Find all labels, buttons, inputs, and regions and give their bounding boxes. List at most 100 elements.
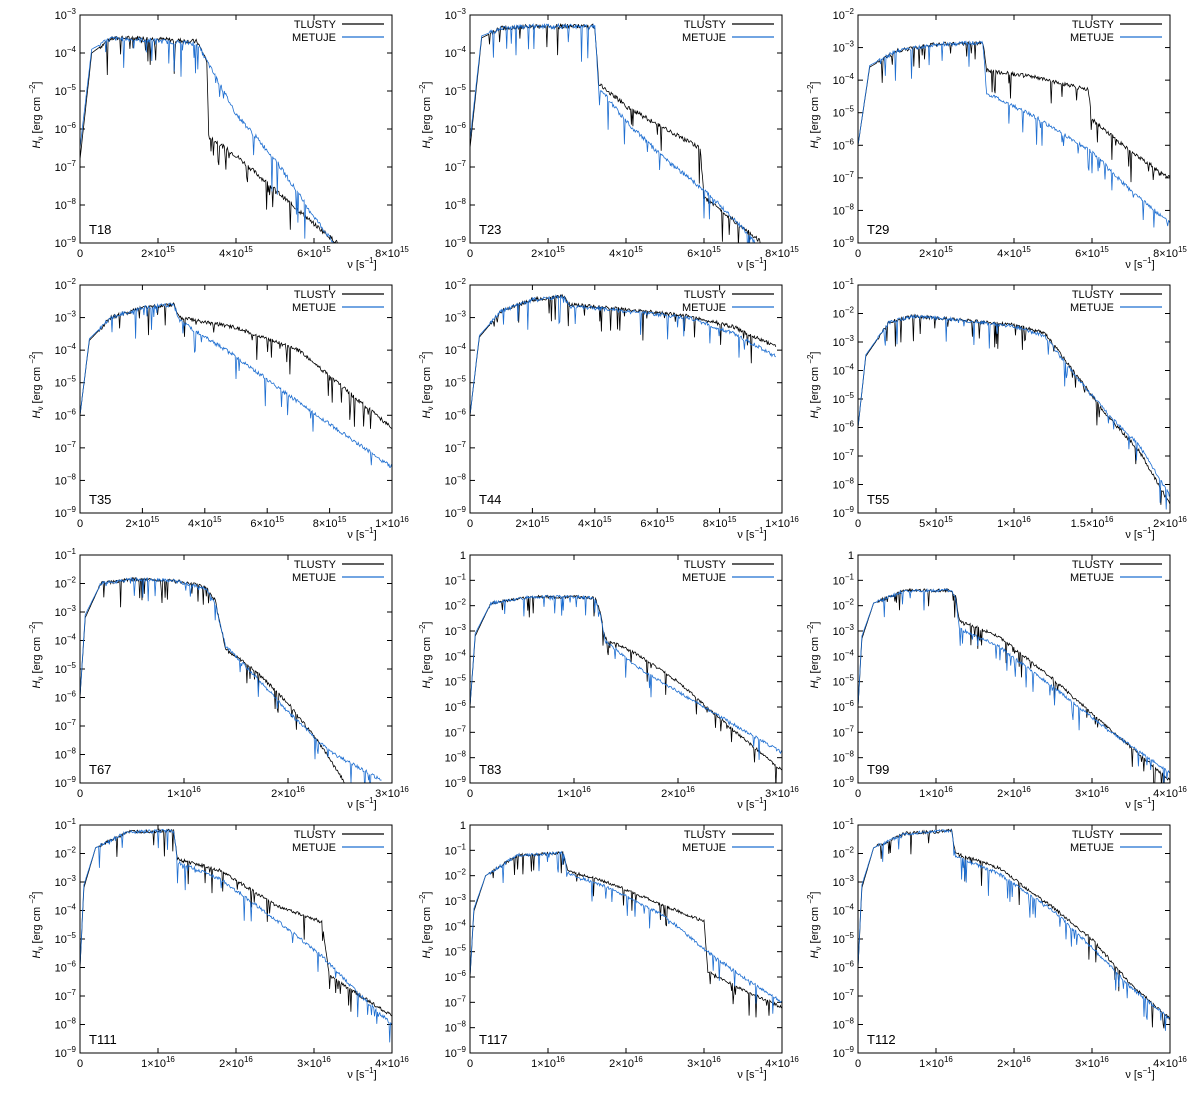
plot-frame [79,824,393,1054]
y-tick-label: 10−6 [833,699,855,714]
legend-label: METUJE [682,32,726,44]
x-tick-label: 2×1015 [516,515,550,530]
y-tick-label: 10−8 [445,472,467,487]
panel-label: T99 [867,762,889,777]
x-tick-label: 1.5×1016 [1071,515,1114,530]
series-tlusty [470,851,782,1018]
y-tick-label: 10−8 [55,1017,77,1032]
x-tick-label: 1×1016 [997,515,1031,530]
y-tick-label: 10−7 [445,440,467,455]
y-tick-label: 10−1 [833,572,855,587]
legend-label: TLUSTY [684,829,727,841]
x-tick-label: 1×1016 [919,1055,953,1070]
y-tick-label: 10−4 [833,72,855,87]
legend-label: TLUSTY [294,289,337,301]
y-tick-label: 10−7 [833,448,855,463]
y-tick-label: 10−3 [55,7,77,22]
x-tick-label: 0 [77,1058,83,1070]
x-tick-label: 0 [77,248,83,260]
y-tick-label: 10−9 [445,1045,467,1060]
series-tlusty [80,576,346,783]
x-tick-label: 3×1016 [1075,1055,1109,1070]
y-tick-label: 1 [460,550,466,562]
x-tick-label: 0 [855,788,861,800]
y-tick-label: 10−9 [833,235,855,250]
y-tick-label: 10−3 [55,310,77,325]
y-tick-label: 10−2 [55,846,77,861]
x-tick-label: 1×1016 [375,515,409,530]
x-axis-label: ν [s−1] [1125,526,1154,541]
y-tick-label: 10−5 [55,661,77,676]
x-tick-label: 4×1016 [1153,785,1187,800]
legend-label: TLUSTY [1072,289,1115,301]
chart-panel-t112: 10−9 10−8 10−7 10−6 10−5 10−4 10−3 10−2 10−1 0 1×1… [806,817,1187,1081]
y-tick-label: 10−5 [833,674,855,689]
y-tick-label: 10−2 [833,7,855,22]
y-tick-label: 10−4 [445,342,467,357]
y-tick-label: 10−3 [445,7,467,22]
y-tick-label: 10−6 [445,407,467,422]
chart-panel-t29: 10−9 10−8 10−7 10−6 10−5 10−4 10−3 10−2 0 2×1015 4… [806,7,1187,271]
x-tick-label: 4×1015 [609,245,643,260]
legend-label: METUJE [1070,842,1114,854]
y-tick-label: 10−7 [833,988,855,1003]
y-tick-label: 10−5 [445,375,467,390]
y-axis-label: Hν [erg cm −2] [28,892,45,959]
y-tick-label: 10−8 [833,750,855,765]
x-tick-label: 1×1016 [531,1055,565,1070]
y-axis-label: Hν [erg cm −2] [806,622,823,689]
chart-panel-t83: 10−9 10−8 10−7 10−6 10−5 10−4 10−3 10−2 10−1 1 0 1×… [418,550,799,811]
chart-panel-t99: 10−9 10−8 10−7 10−6 10−5 10−4 10−3 10−2 10−1 1 0 1×… [806,550,1187,811]
chart-panel-t44: 10−9 10−8 10−7 10−6 10−5 10−4 10−3 10−2 0 2×1015 4… [418,277,799,541]
y-tick-label: 10−4 [445,918,467,933]
y-tick-label: 10−7 [445,724,467,739]
x-tick-label: 3×1016 [765,785,799,800]
series-tlusty [470,594,782,783]
legend-label: TLUSTY [1072,559,1115,571]
x-tick-label: 4×1015 [188,515,222,530]
y-tick-label: 10−6 [445,121,467,136]
plot-frame [79,284,393,514]
y-tick-label: 10−3 [833,623,855,638]
panel-label: T112 [867,1032,896,1047]
y-tick-label: 10−3 [833,40,855,55]
y-tick-label: 10−2 [833,598,855,613]
y-axis-label: Hν [erg cm −2] [806,82,823,149]
x-tick-label: 5×1015 [919,515,953,530]
y-tick-label: 10−9 [833,775,855,790]
y-tick-label: 10−1 [445,572,467,587]
y-tick-label: 10−6 [833,420,855,435]
y-tick-label: 10−5 [55,931,77,946]
y-tick-label: 10−7 [833,170,855,185]
y-tick-label: 10−5 [833,391,855,406]
plot-frame [857,554,1171,784]
y-tick-label: 10−9 [833,505,855,520]
legend-label: METUJE [292,842,336,854]
x-axis-label: ν [s−1] [1125,796,1154,811]
y-tick-label: 10−6 [833,137,855,152]
chart-panel-t18: 10−9 10−8 10−7 10−6 10−5 10−4 10−3 0 2×1015 4×101… [28,7,409,271]
x-tick-label: 0 [855,248,861,260]
x-tick-label: 8×1015 [375,245,409,260]
legend-label: METUJE [682,302,726,314]
y-tick-label: 10−4 [55,903,77,918]
y-axis-label: Hν [erg cm −2] [806,352,823,419]
x-tick-label: 0 [467,788,473,800]
y-tick-label: 10−9 [833,1045,855,1060]
y-tick-label: 10−2 [445,598,467,613]
legend-label: METUJE [292,572,336,584]
x-tick-label: 0 [467,248,473,260]
chart-panel-t35: 10−9 10−8 10−7 10−6 10−5 10−4 10−3 10−2 0 2×1015 4… [28,277,409,541]
y-tick-label: 10−2 [833,306,855,321]
panel-label: T83 [479,762,501,777]
y-tick-label: 10−3 [445,310,467,325]
y-axis-label: Hν [erg cm −2] [418,352,435,419]
series-tlusty [858,40,1170,183]
x-axis-label: ν [s−1] [347,526,376,541]
y-tick-label: 10−3 [833,334,855,349]
x-axis-label: ν [s−1] [1125,256,1154,271]
chart-panel-t23: 10−9 10−8 10−7 10−6 10−5 10−4 10−3 0 2×1015 4×101… [418,7,799,271]
y-tick-label: 10−4 [55,342,77,357]
legend-label: METUJE [1070,32,1114,44]
y-tick-label: 10−3 [445,893,467,908]
